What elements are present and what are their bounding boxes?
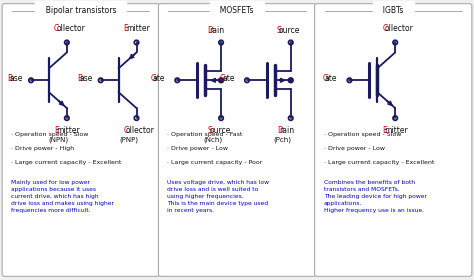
Text: G: G — [323, 74, 328, 83]
Text: IGBTs: IGBTs — [378, 6, 408, 15]
Text: D: D — [277, 125, 283, 135]
Text: · Operation speed - Slow: · Operation speed - Slow — [324, 132, 401, 137]
Text: · Large current capacity - Excellent: · Large current capacity - Excellent — [324, 160, 434, 165]
Text: ate: ate — [222, 74, 235, 83]
Text: (NPN): (NPN) — [49, 137, 69, 143]
Text: (Nch): (Nch) — [203, 137, 223, 143]
Text: S: S — [277, 26, 282, 35]
Text: mitter: mitter — [384, 125, 408, 135]
Text: D: D — [207, 26, 213, 35]
Text: ase: ase — [9, 74, 23, 83]
Text: · Large current capacity - Poor: · Large current capacity - Poor — [167, 160, 263, 165]
FancyBboxPatch shape — [315, 4, 472, 276]
Text: Mainly used for low power
applications because it uses
current drive, which has : Mainly used for low power applications b… — [11, 180, 114, 213]
Text: · Operation speed - Fast: · Operation speed - Fast — [167, 132, 243, 137]
Circle shape — [288, 78, 293, 83]
Text: ource: ource — [279, 26, 301, 35]
Text: mitter: mitter — [126, 24, 150, 33]
Text: E: E — [124, 24, 128, 33]
Text: Combines the benefits of both
transistors and MOSFETs.
The leading device for hi: Combines the benefits of both transistor… — [324, 180, 427, 213]
Text: E: E — [54, 125, 59, 135]
Text: rain: rain — [210, 26, 225, 35]
Text: ollector: ollector — [384, 24, 413, 33]
Text: Uses voltage drive, which has low
drive loss and is well suited to
using higher : Uses voltage drive, which has low drive … — [167, 180, 269, 213]
Text: · Drive power - Low: · Drive power - Low — [167, 146, 228, 151]
Text: C: C — [54, 24, 59, 33]
Text: · Drive power - Low: · Drive power - Low — [324, 146, 384, 151]
Text: S: S — [207, 125, 212, 135]
Text: MOSFETs: MOSFETs — [215, 6, 259, 15]
Text: · Drive power - High: · Drive power - High — [11, 146, 74, 151]
Text: mitter: mitter — [56, 125, 80, 135]
Text: Bipolar transistors: Bipolar transistors — [41, 6, 121, 15]
Circle shape — [219, 78, 224, 83]
Text: C: C — [124, 125, 129, 135]
Text: C: C — [382, 24, 388, 33]
FancyBboxPatch shape — [158, 4, 316, 276]
Text: ollector: ollector — [56, 24, 85, 33]
Text: rain: rain — [279, 125, 294, 135]
FancyBboxPatch shape — [2, 4, 159, 276]
Text: B: B — [7, 74, 12, 83]
Text: G: G — [150, 74, 156, 83]
Text: ollector: ollector — [126, 125, 155, 135]
Text: (Pch): (Pch) — [274, 137, 292, 143]
Text: G: G — [220, 74, 226, 83]
Text: ource: ource — [210, 125, 231, 135]
Text: ate: ate — [325, 74, 337, 83]
Text: ase: ase — [79, 74, 92, 83]
Text: E: E — [382, 125, 387, 135]
Text: · Large current capacity - Excellent: · Large current capacity - Excellent — [11, 160, 121, 165]
Text: B: B — [77, 74, 82, 83]
Text: (PNP): (PNP) — [119, 137, 138, 143]
Text: ate: ate — [153, 74, 165, 83]
Text: · Operation speed - Slow: · Operation speed - Slow — [11, 132, 89, 137]
